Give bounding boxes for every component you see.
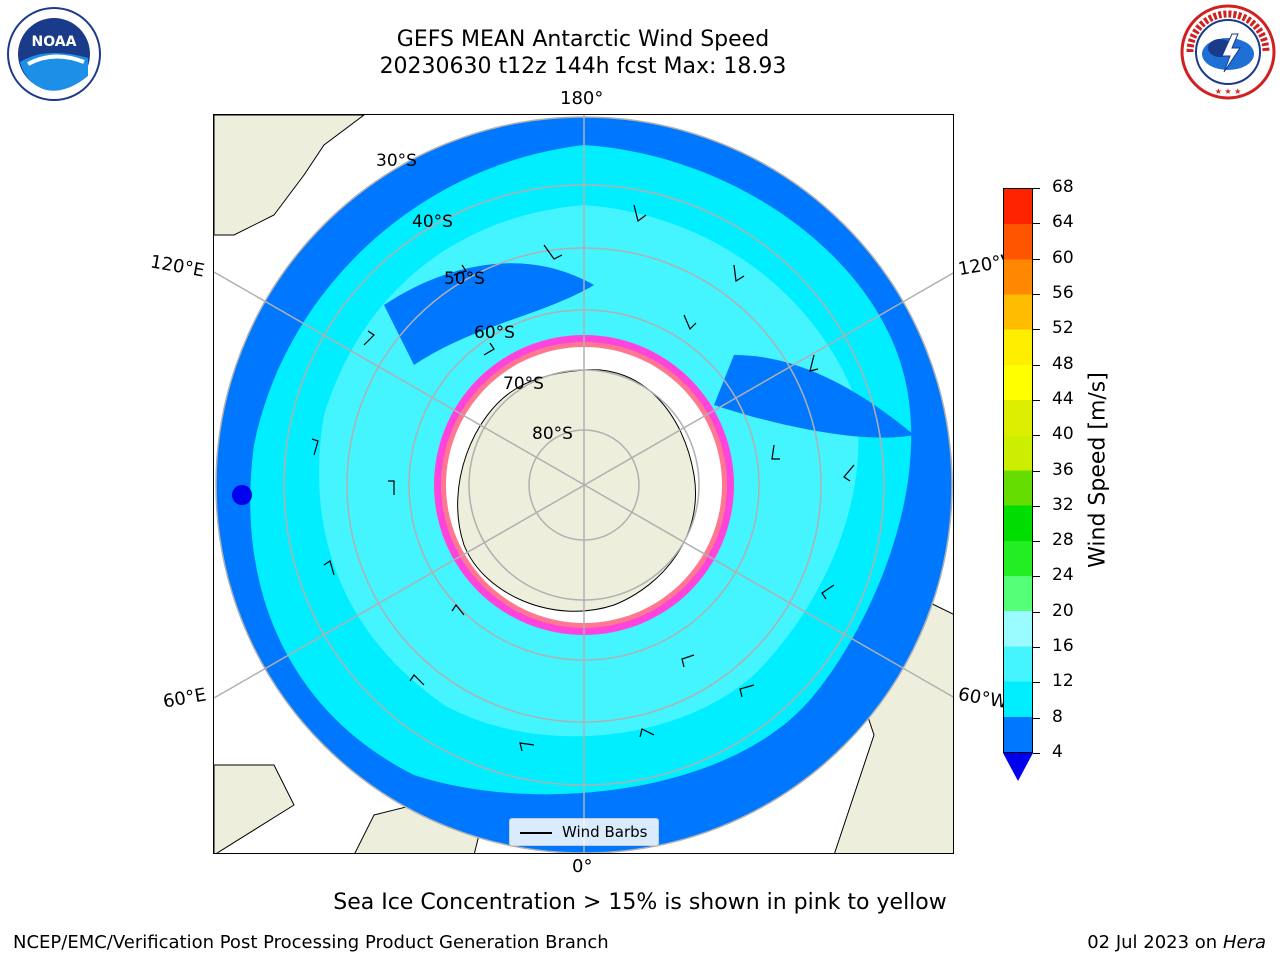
map-subtitle: 20230630 t12z 144h fcst Max: 18.93 [379, 54, 787, 79]
footer-date-text: 02 Jul 2023 on [1087, 932, 1223, 953]
lat-label-40s: 40°S [412, 212, 453, 232]
colorbar-tick-mark [1033, 470, 1040, 472]
lat-label-60s: 60°S [474, 323, 515, 343]
footer-host: Hera [1222, 932, 1266, 953]
colorbar-tick-label: 56 [1052, 282, 1074, 303]
wind-low-indian-ne [714, 355, 914, 438]
lat-label-70s: 70°S [503, 374, 544, 394]
colorbar-tick-mark [1033, 647, 1040, 649]
lat-label-30s: 30°S [376, 151, 417, 171]
polar-map [214, 115, 953, 853]
colorbar-tick-label: 52 [1052, 318, 1074, 339]
lat-label-80s: 80°S [532, 424, 573, 444]
colorbar-tick-mark [1033, 717, 1040, 719]
colorbar-extend-triangle [1003, 753, 1033, 781]
map-title: GEFS MEAN Antarctic Wind Speed [396, 27, 770, 52]
colorbar-tick-label: 36 [1052, 459, 1074, 480]
colorbar-tick-label: 8 [1052, 706, 1063, 727]
svg-text:★ ★ ★: ★ ★ ★ [1215, 87, 1242, 96]
map-panel [213, 114, 954, 854]
lon-label-bottom: 0° [572, 856, 593, 877]
footer-date: 02 Jul 2023 on Hera [1087, 932, 1266, 953]
colorbar-tick-label: 44 [1052, 388, 1074, 409]
wind-barbs [311, 204, 855, 752]
wind-min-blob [232, 485, 252, 505]
colorbar-tick-label: 4 [1052, 742, 1063, 762]
colorbar [1003, 188, 1033, 753]
colorbar-tick-mark [1033, 258, 1040, 260]
colorbar-tick-label: 68 [1052, 177, 1074, 197]
lon-label-lower-right: 60°W [956, 683, 1010, 714]
colorbar-tick-mark [1033, 188, 1040, 189]
colorbar-tick-mark [1033, 435, 1040, 437]
lon-label-lower-left: 60°E [161, 684, 208, 713]
lon-label-top: 180° [560, 88, 604, 109]
colorbar-tick-mark [1033, 364, 1040, 366]
colorbar-tick-label: 28 [1052, 530, 1074, 551]
colorbar-tick-mark [1033, 223, 1040, 225]
colorbar-tick-label: 64 [1052, 212, 1074, 233]
land-antarctica [457, 369, 696, 612]
graticule [214, 115, 953, 853]
colorbar-tick-label: 20 [1052, 600, 1074, 621]
colorbar-tick-label: 60 [1052, 247, 1074, 268]
colorbar-tick-mark [1033, 682, 1040, 684]
land-australia [214, 115, 365, 236]
noaa-logo: NOAA [6, 6, 102, 102]
sea-ice-caption: Sea Ice Concentration > 15% is shown in … [333, 890, 947, 915]
colorbar-tick-label: 12 [1052, 671, 1074, 692]
colorbar-tick-label: 16 [1052, 636, 1074, 657]
nws-logo: ★ ★ ★ [1180, 4, 1276, 100]
colorbar-tick-mark [1033, 505, 1040, 507]
colorbar-tick-mark [1033, 293, 1040, 295]
colorbar-label: Wind Speed [m/s] [1085, 372, 1111, 568]
colorbar-tick-mark [1033, 611, 1040, 613]
colorbar-tick-mark [1033, 576, 1040, 578]
legend-label: Wind Barbs [562, 823, 648, 841]
colorbar-tick-label: 24 [1052, 565, 1074, 586]
land-africa [214, 764, 295, 853]
colorbar-tick-mark [1033, 329, 1040, 331]
wind-low-pacific [384, 263, 594, 365]
footer-credit: NCEP/EMC/Verification Post Processing Pr… [13, 932, 609, 953]
colorbar-tick-label: 40 [1052, 424, 1074, 445]
colorbar-tick-mark [1033, 541, 1040, 543]
lon-label-upper-left: 120°E [148, 251, 207, 282]
colorbar-tick-label: 48 [1052, 353, 1074, 374]
lat-label-50s: 50°S [444, 269, 485, 289]
colorbar-tick-mark [1033, 753, 1040, 754]
colorbar-tick-mark [1033, 399, 1040, 401]
noaa-logo-text: NOAA [32, 34, 77, 50]
wind-barb-legend-line [520, 832, 552, 834]
colorbar-tick-label: 32 [1052, 494, 1074, 515]
map-legend: Wind Barbs [509, 818, 659, 846]
